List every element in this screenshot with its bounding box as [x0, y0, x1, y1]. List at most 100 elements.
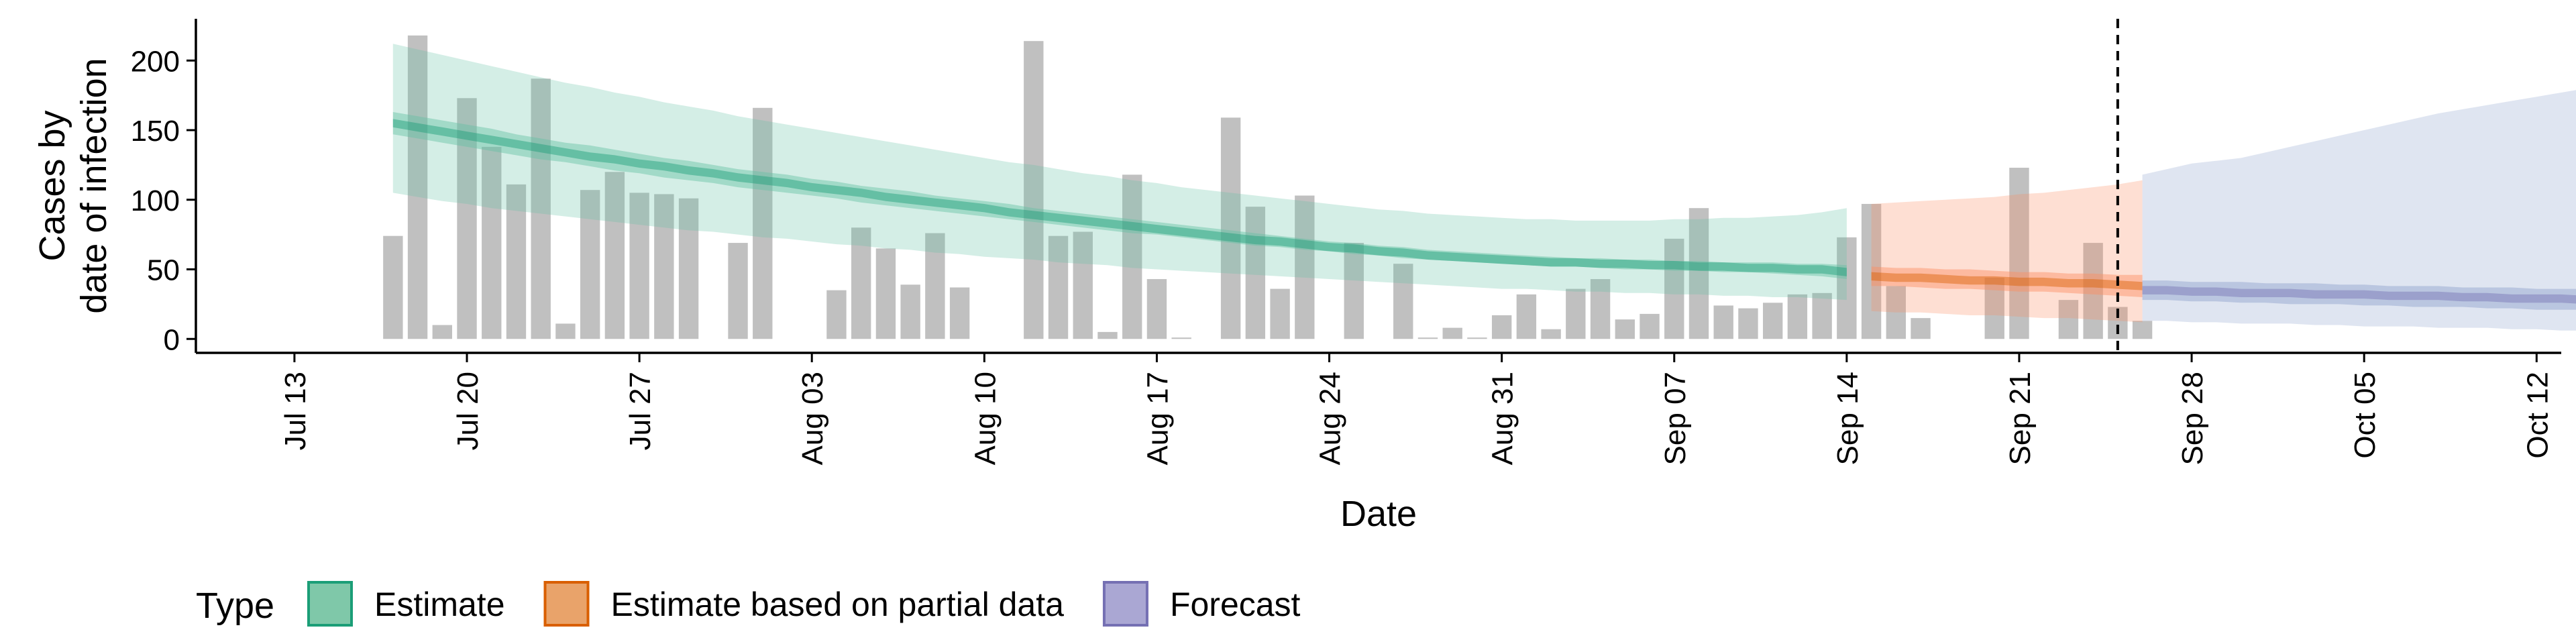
case-bar [1837, 237, 1857, 339]
legend-swatch [307, 581, 353, 627]
case-bar [753, 107, 773, 339]
case-bar [826, 290, 847, 339]
case-bar [1171, 337, 1191, 339]
estimate-based-on-partial-data-outer-band [1871, 180, 2143, 323]
y-tick-label: 50 [147, 254, 180, 287]
case-bar [1295, 195, 1315, 339]
case-bar [2058, 300, 2079, 339]
legend-swatch [543, 581, 590, 627]
case-bar [629, 193, 649, 339]
case-bar [1566, 288, 1586, 339]
case-bar [2132, 321, 2153, 339]
case-bar [1713, 305, 1733, 339]
case-bar [1664, 238, 1684, 339]
case-bar [949, 287, 970, 339]
case-bar [1787, 294, 1808, 339]
case-bar [1590, 279, 1611, 339]
case-bar [1024, 41, 1044, 339]
y-tick-label: 200 [131, 45, 180, 78]
x-tick-label: Aug 24 [1314, 372, 1347, 465]
estimate-based-on-partial-data-median-band [1871, 272, 2143, 290]
case-bar [1762, 303, 1783, 339]
case-bar [1640, 313, 1660, 339]
case-bar [432, 325, 452, 339]
legend-label: Estimate based on partial data [611, 586, 1065, 623]
legend-swatch [1102, 581, 1148, 627]
case-bar [925, 233, 945, 339]
case-bar [482, 146, 502, 339]
case-bar [1048, 235, 1069, 339]
case-bar [2009, 168, 2029, 339]
case-bar [1097, 331, 1118, 339]
case-bar [1615, 319, 1635, 339]
case-bar [531, 78, 551, 339]
case-bar [1393, 264, 1413, 339]
legend-label: Forecast [1170, 586, 1301, 623]
legend-title: Type [196, 586, 274, 626]
case-bar [1861, 203, 1882, 339]
case-bar [654, 194, 674, 339]
axes: 0 50 100 150 200 Jul 13 Jul 20 Jul 27 Aug 03 Aug … [32, 19, 2561, 534]
x-tick-label: Oct 12 [2521, 372, 2554, 459]
estimate-based-on-partial-data-inner-band [1871, 266, 2143, 297]
case-bar [1812, 292, 1832, 339]
case-bar [2083, 243, 2103, 339]
case-bar [1220, 117, 1241, 339]
legend-label: Estimate [374, 586, 505, 623]
x-axis-title: Date [1340, 494, 1417, 534]
case-bar [1073, 231, 1093, 339]
case-bar [580, 190, 600, 339]
x-tick-label: Jul 20 [451, 372, 484, 450]
case-bar [506, 184, 527, 339]
x-tick-label: Jul 13 [279, 372, 312, 450]
x-tick-label: Oct 05 [2349, 372, 2381, 459]
case-bar [851, 227, 871, 339]
x-tick-label: Aug 03 [796, 372, 829, 465]
case-bar [678, 198, 699, 339]
x-tick-label: Sep 14 [1831, 372, 1864, 465]
case-bar [383, 235, 403, 339]
case-bar [1270, 288, 1290, 339]
case-bar [1688, 208, 1709, 339]
case-bar [604, 172, 625, 339]
case-bar [1886, 286, 1907, 339]
y-tick-label: 0 [164, 323, 180, 356]
case-bar [1516, 294, 1537, 339]
case-bar [1122, 174, 1142, 339]
x-tick-label: Sep 28 [2176, 372, 2209, 465]
case-bar [1344, 243, 1364, 339]
case-bar [1738, 308, 1758, 339]
case-bars [383, 35, 2153, 339]
case-bar [555, 323, 576, 339]
x-tick-label: Sep 21 [2004, 372, 2037, 465]
case-bar [1911, 318, 1931, 339]
x-tick-label: Aug 31 [1487, 372, 1519, 465]
x-tick-label: Aug 17 [1141, 372, 1174, 465]
y-tick-label: 100 [131, 184, 180, 217]
y-tick-label: 150 [131, 115, 180, 148]
case-bar [728, 243, 748, 339]
case-bar [900, 284, 920, 339]
y-axis-title: Cases bydate of infection [32, 58, 114, 313]
x-tick-label: Jul 27 [624, 372, 657, 450]
estimate-inner-band [392, 112, 1847, 279]
legend: Type Estimate Estimate based on partial da… [196, 581, 1301, 627]
case-bar [457, 98, 477, 339]
case-bar [1417, 337, 1438, 339]
x-tick-label: Aug 10 [969, 372, 1002, 465]
case-bar [875, 248, 896, 339]
case-bar [1245, 207, 1266, 339]
forecast-inner-band [2142, 280, 2576, 310]
case-bar [1984, 277, 2004, 339]
case-bar [1491, 315, 1512, 339]
case-bar [1541, 329, 1561, 339]
case-bar [407, 35, 428, 339]
x-tick-label: Sep 07 [1659, 372, 1692, 465]
forecast-outer-band [2142, 90, 2576, 331]
case-bar [1146, 279, 1167, 339]
case-bar [1467, 337, 1487, 339]
case-bar [1442, 327, 1462, 339]
estimate-bands [392, 44, 2576, 331]
estimate-outer-band [392, 44, 1847, 301]
